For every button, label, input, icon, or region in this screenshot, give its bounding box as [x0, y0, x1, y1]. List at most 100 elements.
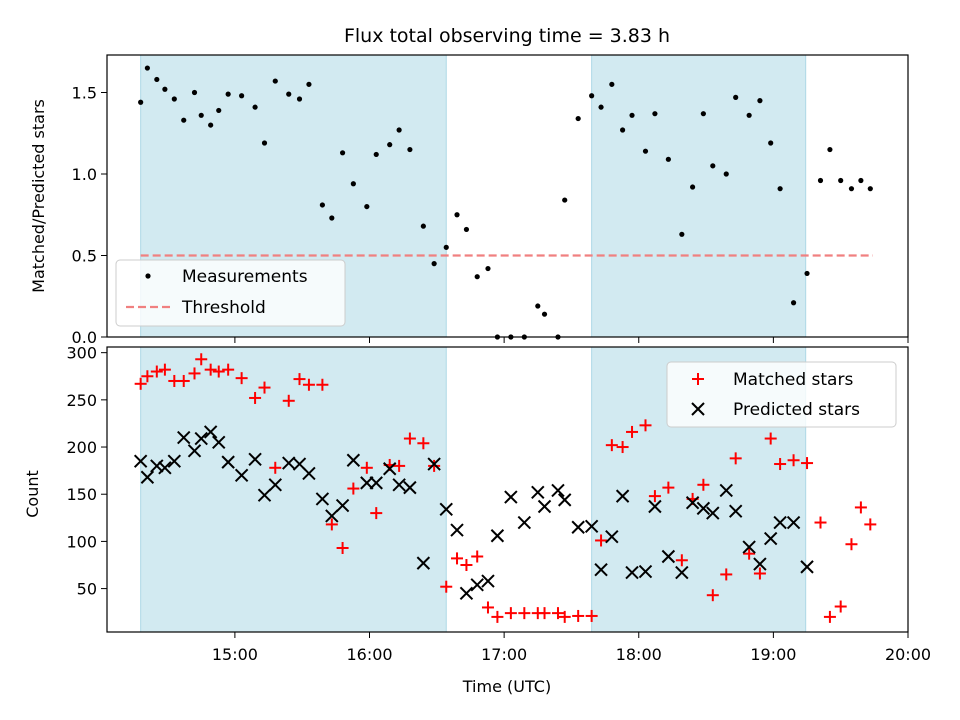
measurement-point [364, 203, 370, 210]
measurement-point [485, 265, 491, 272]
marker-stroke [439, 502, 453, 517]
matched-star-point [336, 542, 349, 555]
marker-stroke [517, 515, 532, 530]
marker-stroke [177, 430, 191, 445]
matched-star-point [764, 432, 777, 445]
marker-stroke [450, 523, 464, 537]
x-axis-label: Time (UTC) [462, 677, 551, 696]
matched-star-point [558, 610, 571, 623]
x-tick-label: 17:00 [481, 645, 527, 664]
predicted-star-point [248, 452, 262, 467]
matched-star-point [235, 372, 248, 385]
marker-stroke [800, 560, 814, 574]
matched-star-point [697, 478, 710, 491]
matched-star-point [481, 601, 494, 614]
measurement-point [598, 104, 604, 110]
predicted-star-point [133, 454, 148, 468]
measurement-point [463, 226, 470, 233]
predicted-star-point [615, 489, 630, 503]
measurement-point [589, 93, 595, 99]
measurement-point [191, 89, 198, 96]
predicted-star-point [675, 565, 689, 580]
matched-star-point [460, 558, 473, 571]
marker-stroke [369, 476, 383, 490]
predicted-star-point [392, 478, 406, 492]
predicted-star-point [403, 480, 417, 495]
marker-stroke [325, 509, 339, 523]
marker-stroke [403, 480, 417, 495]
marker-stroke [187, 444, 202, 458]
marker-stroke [221, 455, 235, 469]
top-y-axis-label: Matched/Predicted stars [29, 99, 48, 293]
matched-star-point [706, 589, 719, 602]
measurement-point [443, 244, 449, 250]
matched-star-point [774, 458, 787, 471]
predicted-star-point [786, 515, 801, 530]
matched-star-point [823, 610, 836, 623]
marker-stroke [490, 529, 505, 543]
predicted-star-point [158, 461, 172, 475]
matched-star-point [471, 550, 484, 563]
matched-star-point [150, 365, 163, 378]
predicted-star-point [282, 456, 296, 470]
measurement-point [239, 93, 245, 99]
measurement-point [733, 94, 739, 100]
marker-stroke [615, 489, 630, 503]
predicted-star-point [382, 462, 397, 476]
predicted-star-point [773, 515, 787, 530]
measurement-point [138, 99, 144, 105]
predicted-star-point [346, 453, 361, 467]
predicted-star-point [584, 519, 599, 534]
predicted-star-point [661, 549, 676, 564]
marker-stroke [753, 557, 767, 571]
predicted-star-point [742, 540, 756, 554]
x-tick-label: 20:00 [885, 645, 931, 664]
marker-stroke [558, 493, 572, 507]
matched-star-point [814, 516, 827, 529]
marker-stroke [696, 501, 711, 516]
predicted-star-point [571, 520, 585, 534]
marker-stroke [504, 490, 518, 504]
matched-star-point [551, 607, 564, 620]
measurement-point [387, 142, 393, 148]
marker-stroke [584, 519, 599, 534]
marker-stroke [481, 574, 495, 588]
marker-stroke [625, 565, 639, 580]
predicted-star-point [459, 586, 474, 601]
matched-star-point [212, 365, 225, 378]
measurement-point [757, 98, 763, 104]
chart-title: Flux total observing time = 3.83 h [344, 25, 670, 47]
matched-star-point [393, 459, 406, 472]
measurement-point [154, 76, 160, 83]
predicted-star-point [800, 560, 814, 574]
bottom-y-tick-label: 200 [66, 438, 97, 457]
matched-star-point [249, 391, 262, 404]
predicted-star-point [221, 455, 235, 469]
marker-stroke [551, 483, 565, 498]
marker-stroke [392, 478, 406, 492]
measurement-point [838, 177, 844, 184]
marker-stroke [167, 454, 182, 468]
measurement-point [827, 146, 833, 153]
measurement-point [144, 65, 150, 71]
measurement-point [867, 186, 873, 192]
measurement-point [216, 107, 222, 114]
matched-star-point [787, 454, 800, 467]
marker-stroke [248, 452, 262, 467]
x-tick-label: 15:00 [212, 645, 258, 664]
matched-star-point [451, 552, 464, 565]
matched-star-point [662, 481, 675, 494]
measurement-point [420, 223, 426, 229]
marker-stroke [140, 470, 155, 484]
predicted-star-point [194, 431, 208, 446]
predicted-star-point [439, 502, 453, 517]
matched-star-point [188, 367, 201, 380]
bottom-series-1 [133, 425, 814, 601]
matched-star-point [282, 394, 295, 407]
marker-stroke [594, 563, 608, 577]
matched-star-point [440, 580, 453, 593]
measurement-point [396, 127, 402, 133]
measurement-point [261, 140, 268, 146]
matched-star-point [158, 363, 171, 376]
marker-stroke [335, 498, 350, 513]
